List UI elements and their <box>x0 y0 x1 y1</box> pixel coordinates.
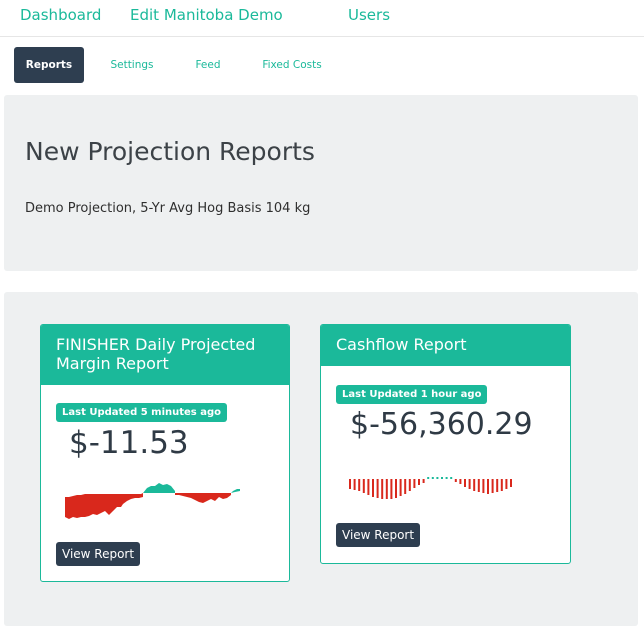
cashflow-bar <box>349 479 351 489</box>
sub-nav: Reports Settings Feed Fixed Costs <box>0 37 644 93</box>
tab-settings[interactable]: Settings <box>110 59 154 71</box>
margin-positive-tail <box>231 489 240 493</box>
cashflow-bar <box>464 479 466 487</box>
cashflow-bar <box>482 479 485 493</box>
card-header: FINISHER Daily Projected Margin Report <box>41 325 289 385</box>
margin-negative-area-right <box>175 493 231 503</box>
cashflow-bar <box>381 479 384 499</box>
cashflow-bar <box>408 479 411 491</box>
nav-dashboard-link[interactable]: Dashboard <box>20 6 102 24</box>
margin-negative-area <box>65 493 143 519</box>
cashflow-bar <box>459 479 462 484</box>
cashflow-bar <box>445 477 448 479</box>
top-nav: Dashboard Edit Manitoba Demo Users <box>0 0 644 37</box>
cashflow-bar <box>477 479 480 492</box>
cashflow-bar <box>427 477 430 479</box>
view-margin-report-button[interactable]: View Report <box>56 542 141 566</box>
cashflow-bar <box>362 479 365 493</box>
cashflow-bar <box>510 479 512 487</box>
margin-positive-area <box>143 483 175 493</box>
cashflow-bar <box>450 477 453 479</box>
reports-panel: FINISHER Daily Projected Margin Report L… <box>4 292 638 626</box>
cashflow-amount: $-56,360.29 <box>350 407 533 442</box>
cashflow-bar <box>496 479 499 492</box>
tab-fixed-costs[interactable]: Fixed Costs <box>262 59 322 71</box>
cashflow-bar <box>372 479 374 497</box>
cashflow-bar <box>468 479 471 489</box>
cashflow-bar <box>454 479 457 482</box>
cashflow-bar <box>487 479 489 494</box>
cashflow-bar <box>399 479 402 496</box>
card-title: Cashflow Report <box>336 335 467 354</box>
cashflow-bar <box>376 479 379 498</box>
cashflow-report-card: Cashflow Report Last Updated 1 hour ago … <box>320 324 571 564</box>
tab-reports[interactable]: Reports <box>14 47 84 83</box>
cashflow-bar <box>436 477 439 479</box>
cashflow-bar <box>353 479 356 490</box>
cashflow-bar <box>505 479 508 489</box>
cashflow-bar <box>441 477 443 479</box>
page-title: New Projection Reports <box>25 137 315 166</box>
view-cashflow-report-button[interactable]: View Report <box>336 523 421 547</box>
cashflow-bar <box>418 479 420 485</box>
cashflow-bar <box>422 479 425 483</box>
cashflow-bar <box>367 479 370 495</box>
header-panel: New Projection Reports Demo Projection, … <box>4 95 638 271</box>
nav-users-link[interactable]: Users <box>348 6 391 24</box>
cashflow-bar <box>431 477 434 479</box>
card-title: FINISHER Daily Projected Margin Report <box>56 335 256 374</box>
cashflow-bar <box>390 479 393 499</box>
projection-subtitle: Demo Projection, 5-Yr Avg Hog Basis 104 … <box>25 201 311 216</box>
margin-amount: $-11.53 <box>69 425 189 461</box>
cashflow-bar <box>473 479 476 491</box>
last-updated-badge: Last Updated 1 hour ago <box>336 385 488 404</box>
cashflow-bar <box>404 479 407 494</box>
cashflow-bar <box>500 479 503 491</box>
cashflow-sparkline <box>349 477 512 499</box>
cashflow-bar <box>395 479 397 498</box>
nav-edit-manitoba-demo-link[interactable]: Edit Manitoba Demo <box>130 6 283 24</box>
last-updated-badge: Last Updated 5 minutes ago <box>56 403 228 422</box>
cashflow-bar <box>413 479 416 488</box>
card-header: Cashflow Report <box>321 325 570 366</box>
cashflow-bar <box>385 479 388 499</box>
cashflow-bar <box>491 479 494 493</box>
margin-sparkline <box>65 483 240 519</box>
margin-report-card: FINISHER Daily Projected Margin Report L… <box>40 324 290 582</box>
cashflow-bar <box>358 479 361 491</box>
tab-feed[interactable]: Feed <box>195 59 221 71</box>
